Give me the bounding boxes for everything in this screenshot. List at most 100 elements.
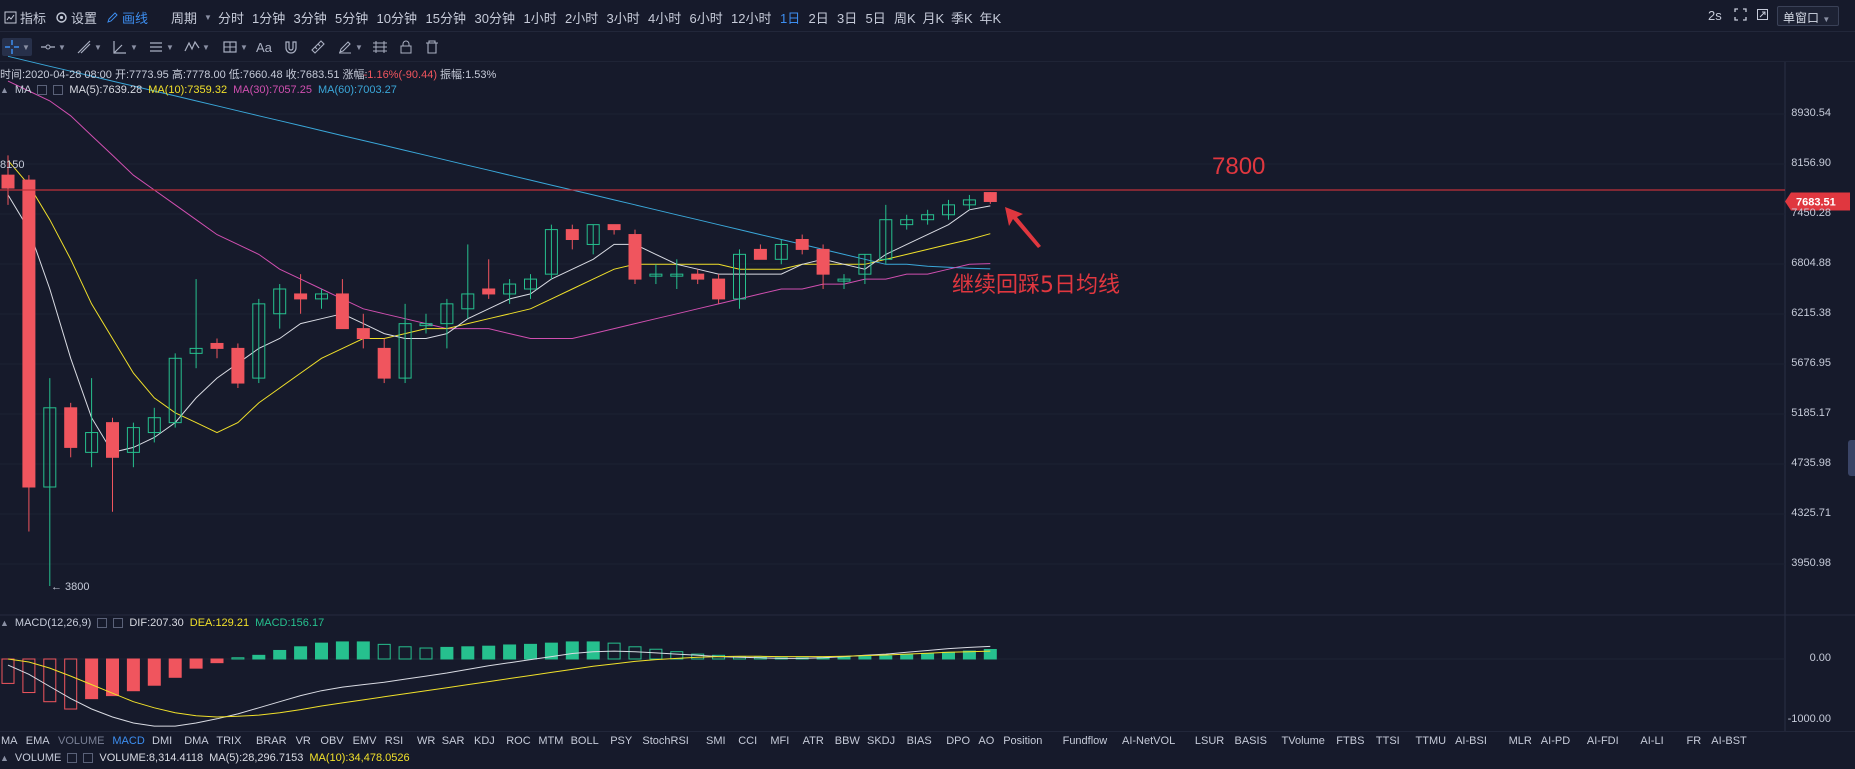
indicator-tab-volume[interactable]: VOLUME <box>58 735 105 747</box>
timeframe-19[interactable]: 季K <box>951 11 973 26</box>
timeframe-2[interactable]: 3分钟 <box>293 11 327 26</box>
indicator-tab-tvolume[interactable]: TVolume <box>1281 735 1325 747</box>
indicator-tab-ai-li[interactable]: AI-LI <box>1640 735 1664 747</box>
indicator-tab-obv[interactable]: OBV <box>320 735 344 747</box>
window-mode-dropdown[interactable]: 单窗口 ▼ <box>1777 6 1839 26</box>
indicator-tab-ai-netvol[interactable]: AI-NetVOL <box>1122 735 1176 747</box>
indicator-tab-ttmu[interactable]: TTMU <box>1415 735 1447 747</box>
timeframe-8[interactable]: 2小时 <box>565 11 599 26</box>
indicator-tab-boll[interactable]: BOLL <box>570 735 599 747</box>
settings-icon[interactable] <box>67 753 78 763</box>
timeframe-9[interactable]: 3小时 <box>606 11 640 26</box>
indicator-tab-ma[interactable]: MA <box>1 735 18 747</box>
timeframe-5[interactable]: 15分钟 <box>425 11 466 26</box>
timeframe-17[interactable]: 周K <box>894 11 916 26</box>
wave-tool[interactable]: ▼ <box>184 38 210 56</box>
lock-tool[interactable] <box>398 38 414 56</box>
indicator-tab-ftbs[interactable]: FTBS <box>1336 735 1365 747</box>
period-dropdown[interactable]: 周期 ▼ <box>171 8 212 27</box>
indicator-tab-ai-bsi[interactable]: AI-BSI <box>1455 735 1487 747</box>
fullscreen-button[interactable] <box>1734 8 1747 21</box>
timeframe-6[interactable]: 30分钟 <box>474 11 515 26</box>
indicator-tab-fundflow[interactable]: Fundflow <box>1062 735 1108 747</box>
timeframe-12[interactable]: 12小时 <box>731 11 772 26</box>
indicator-tab-ema[interactable]: EMA <box>25 735 50 747</box>
indicator-tab-trix[interactable]: TRIX <box>216 735 242 747</box>
indicator-tab-stochrsi[interactable]: StochRSI <box>642 735 689 747</box>
indicator-tab-ttsi[interactable]: TTSI <box>1375 735 1400 747</box>
delete-tool[interactable] <box>424 38 440 56</box>
close-icon[interactable] <box>113 618 124 628</box>
crosshair-tool[interactable]: ▼ <box>2 38 32 56</box>
indicator-tab-position[interactable]: Position <box>1003 735 1043 747</box>
indicator-tab-dmi[interactable]: DMI <box>152 735 173 747</box>
fibonacci-tool[interactable] <box>372 38 388 56</box>
timeframe-0[interactable]: 分时 <box>218 11 245 26</box>
angle-tool[interactable]: ▼ <box>112 38 138 56</box>
indicator-tab-ao[interactable]: AO <box>978 735 995 747</box>
indicator-button[interactable]: 指标 <box>4 8 46 27</box>
timeframe-20[interactable]: 年K <box>979 11 1002 26</box>
indicator-tab-kdj[interactable]: KDJ <box>474 735 495 747</box>
refresh-interval[interactable]: 2s <box>1708 8 1722 23</box>
indicator-tab-roc[interactable]: ROC <box>506 735 531 747</box>
indicator-tab-psy[interactable]: PSY <box>610 735 633 747</box>
indicator-tab-atr[interactable]: ATR <box>802 735 824 747</box>
trend-line-tool[interactable]: ▼ <box>76 38 102 56</box>
indicator-tab-mfi[interactable]: MFI <box>770 735 790 747</box>
settings-button[interactable]: 设置 <box>55 8 97 27</box>
chart-canvas[interactable]: 7800 继续回踩5日均线 8150 ← 3800 7683.51 <box>0 0 1855 731</box>
timeframe-10[interactable]: 4小时 <box>648 11 682 26</box>
rectangle-tool[interactable]: ▼ <box>222 38 248 56</box>
indicator-tab-sar[interactable]: SAR <box>441 735 465 747</box>
settings-icon[interactable] <box>37 85 48 95</box>
measure-tool[interactable] <box>283 38 299 56</box>
pen-tool[interactable]: ▼ <box>337 38 363 56</box>
close-icon[interactable] <box>53 85 64 95</box>
popout-button[interactable] <box>1756 8 1769 21</box>
timeframe-4[interactable]: 10分钟 <box>376 11 417 26</box>
indicator-tab-bbw[interactable]: BBW <box>834 735 860 747</box>
indicator-tab-dpo[interactable]: DPO <box>946 735 971 747</box>
indicator-tab-mtm[interactable]: MTM <box>538 735 564 747</box>
indicator-tab-fr[interactable]: FR <box>1686 735 1702 747</box>
timeframe-15[interactable]: 3日 <box>837 11 858 26</box>
timeframe-3[interactable]: 5分钟 <box>335 11 369 26</box>
timeframe-1[interactable]: 1分钟 <box>252 11 286 26</box>
indicator-tab-bias[interactable]: BIAS <box>906 735 932 747</box>
indicator-tab-rsi[interactable]: RSI <box>384 735 404 747</box>
timeframe-7[interactable]: 1小时 <box>523 11 557 26</box>
indicator-tab-ai-bst[interactable]: AI-BST <box>1711 735 1747 747</box>
indicator-tab-dma[interactable]: DMA <box>184 735 209 747</box>
indicator-tab-emv[interactable]: EMV <box>352 735 377 747</box>
timeframe-13[interactable]: 1日 <box>780 11 801 26</box>
dif-value: DIF:207.30 <box>129 617 184 629</box>
indicator-tab-lsur[interactable]: LSUR <box>1194 735 1225 747</box>
draw-button[interactable]: 画线 <box>106 8 148 27</box>
timeframe-16[interactable]: 5日 <box>865 11 886 26</box>
indicator-tab-cci[interactable]: CCI <box>738 735 758 747</box>
collapse-icon[interactable]: ▲ <box>0 618 9 628</box>
timeframe-14[interactable]: 2日 <box>808 11 829 26</box>
indicator-tab-skdj[interactable]: SKDJ <box>867 735 896 747</box>
indicator-tab-brar[interactable]: BRAR <box>256 735 287 747</box>
indicator-tab-basis[interactable]: BASIS <box>1234 735 1267 747</box>
close-icon[interactable] <box>83 753 94 763</box>
indicator-tab-vr[interactable]: VR <box>295 735 311 747</box>
indicator-tab-ai-pd[interactable]: AI-PD <box>1540 735 1571 747</box>
text-tool[interactable]: Aa <box>256 38 272 56</box>
horizontal-line-tool[interactable]: ▼ <box>40 38 66 56</box>
parallel-tool[interactable]: ▼ <box>148 38 174 56</box>
timeframe-11[interactable]: 6小时 <box>689 11 723 26</box>
indicator-tab-ai-fdi[interactable]: AI-FDI <box>1586 735 1619 747</box>
ruler-tool[interactable] <box>310 38 326 56</box>
indicator-tab-smi[interactable]: SMI <box>706 735 726 747</box>
settings-icon[interactable] <box>97 618 108 628</box>
collapse-icon[interactable]: ▲ <box>0 753 9 763</box>
indicator-tab-wr[interactable]: WR <box>417 735 436 747</box>
timeframe-18[interactable]: 月K <box>922 11 945 26</box>
indicator-tab-macd[interactable]: MACD <box>112 735 145 747</box>
collapse-icon[interactable]: ▲ <box>0 85 9 95</box>
side-panel-toggle[interactable] <box>1848 440 1855 476</box>
indicator-tab-mlr[interactable]: MLR <box>1508 735 1532 747</box>
